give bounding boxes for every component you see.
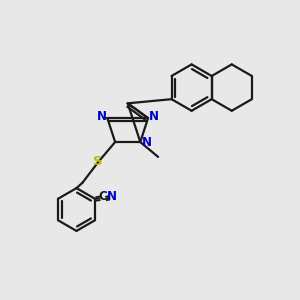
Text: N: N (148, 110, 158, 123)
Text: N: N (107, 190, 117, 203)
Text: S: S (93, 155, 103, 168)
Text: C: C (99, 190, 107, 203)
Text: N: N (97, 110, 107, 123)
Text: N: N (142, 136, 152, 148)
